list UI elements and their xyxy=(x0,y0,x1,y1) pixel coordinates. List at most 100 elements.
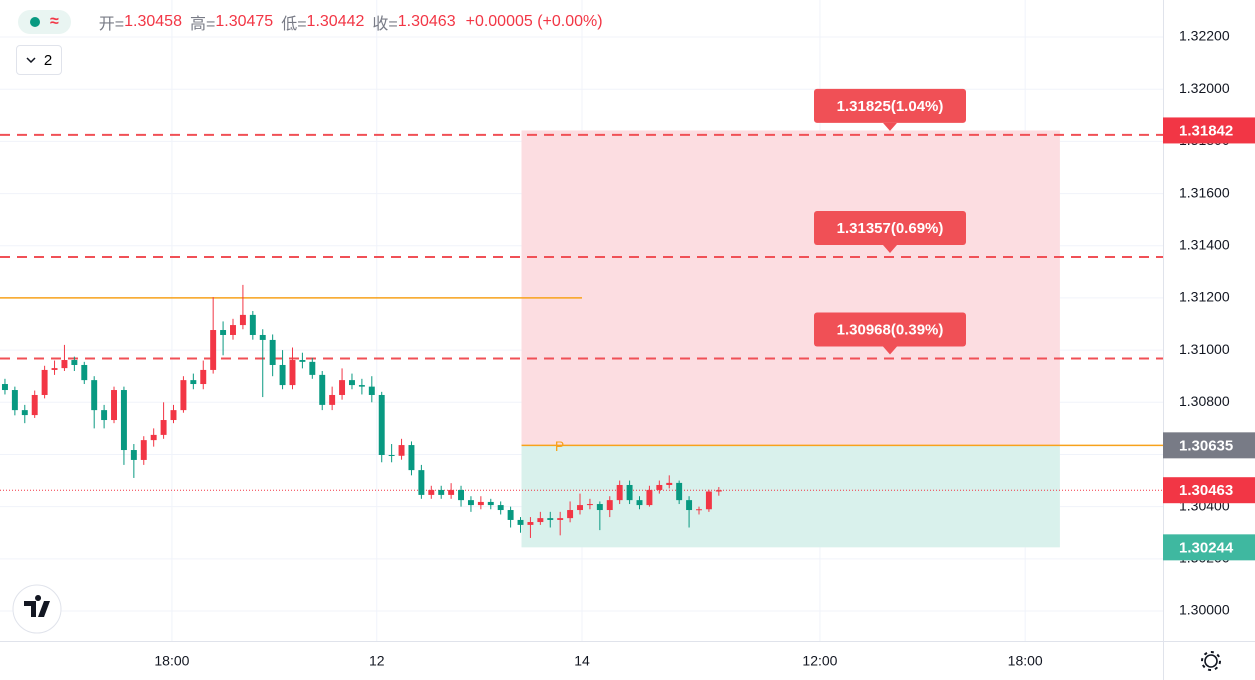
candle-body xyxy=(130,450,137,460)
candle-body xyxy=(279,364,286,386)
candle-body xyxy=(547,518,554,520)
candle-body xyxy=(497,505,504,511)
candle-body xyxy=(71,360,78,365)
candle-body xyxy=(666,482,673,485)
candle-body xyxy=(41,369,48,395)
candle-body xyxy=(378,394,385,455)
target-pointer xyxy=(883,244,897,253)
candle-body xyxy=(180,380,187,411)
indicator-count: 2 xyxy=(43,51,53,69)
candle-body xyxy=(467,500,474,506)
candle-body xyxy=(696,509,702,511)
candle-body xyxy=(51,368,58,370)
logo-mark xyxy=(24,595,50,617)
price-badge-label: 1.30463 xyxy=(1179,482,1233,499)
target-label: 1.31825(1.04%) xyxy=(837,98,944,115)
candle-body xyxy=(705,491,712,510)
low-value: 1.30442 xyxy=(306,13,365,30)
x-tick-label: 18:00 xyxy=(1008,653,1043,669)
low-label: 低= xyxy=(281,16,307,33)
x-tick-label: 18:00 xyxy=(154,653,189,669)
candle-body xyxy=(140,440,147,460)
candle-body xyxy=(527,522,534,525)
target-pointer xyxy=(883,122,897,131)
candle-body xyxy=(458,489,465,501)
open-value: 1.30458 xyxy=(124,13,182,30)
price-badge xyxy=(1163,432,1255,459)
candle-body xyxy=(120,390,127,451)
y-tick-label: 1.30000 xyxy=(1179,602,1230,618)
candle-body xyxy=(21,410,28,416)
candle-body xyxy=(418,470,425,495)
candle-body xyxy=(220,330,227,335)
open-label: 开= xyxy=(98,16,125,33)
candle-body xyxy=(586,504,593,506)
candle-body xyxy=(269,339,276,365)
close-value: 1.30463 xyxy=(397,13,456,30)
candle-body xyxy=(596,504,603,511)
candle-body xyxy=(567,510,574,519)
y-tick-label: 1.31200 xyxy=(1179,289,1230,305)
gear-ring xyxy=(1204,654,1218,668)
candle-body xyxy=(200,369,207,385)
price-badge xyxy=(1163,477,1255,504)
candle-body xyxy=(170,410,177,421)
y-tick-label: 1.32200 xyxy=(1179,28,1230,44)
x-tick-label: 12:00 xyxy=(802,653,837,669)
symbol-toggle[interactable]: ≈ xyxy=(18,10,71,34)
candle-body xyxy=(487,501,494,506)
candle-body xyxy=(339,380,346,395)
price-badge-label: 1.30244 xyxy=(1179,539,1234,556)
target-label: 1.31357(0.69%) xyxy=(837,220,944,237)
change: +0.00005 (+0.00%) xyxy=(465,13,603,30)
candle-body xyxy=(11,390,18,411)
candle-body xyxy=(368,386,375,395)
candle-body xyxy=(507,510,514,520)
candle-body xyxy=(398,445,405,456)
price-axis xyxy=(1163,0,1255,680)
target-box xyxy=(814,88,966,123)
candle-body xyxy=(656,484,663,490)
candle-body xyxy=(111,390,117,421)
candle-body xyxy=(517,519,524,525)
candle-body xyxy=(715,490,722,492)
candle-body xyxy=(646,489,653,506)
legend-bar: ≈ 开= 1.30458 高= 1.30475 低= 1.30442 收= 1.3046… xyxy=(18,10,603,34)
candle-body xyxy=(249,314,256,335)
y-tick-label: 1.31600 xyxy=(1179,184,1230,200)
candle-body xyxy=(190,380,197,385)
candle-body xyxy=(537,518,544,523)
candle-body xyxy=(230,325,236,335)
candle-body xyxy=(299,360,306,362)
y-tick-label: 1.30800 xyxy=(1179,393,1230,409)
candle-body xyxy=(239,314,246,326)
gear-teeth xyxy=(1201,651,1221,671)
candle-body xyxy=(428,489,435,495)
candle-body xyxy=(606,500,613,511)
candle-body xyxy=(438,489,445,495)
candle-body xyxy=(358,385,365,387)
candle-body xyxy=(636,500,643,506)
chevron xyxy=(26,57,36,63)
candle-body xyxy=(616,484,623,501)
time-axis xyxy=(0,641,1255,680)
candle-body xyxy=(31,394,38,416)
candle-body xyxy=(81,364,88,381)
candle-body xyxy=(61,360,68,369)
target-label: 1.30968(0.39%) xyxy=(837,321,944,338)
tv-logo xyxy=(12,584,62,634)
candle-body xyxy=(408,445,415,471)
indicator-toggle[interactable]: 2 xyxy=(16,45,62,75)
candle-body xyxy=(289,360,296,386)
settings-icon[interactable] xyxy=(1201,651,1221,671)
candle-body xyxy=(448,489,455,495)
high-label: 高= xyxy=(189,16,216,33)
candle-body xyxy=(150,434,157,441)
price-badge xyxy=(1163,534,1255,561)
candle-body xyxy=(557,518,564,520)
y-tick-label: 1.32000 xyxy=(1179,80,1230,96)
y-tick-label: 1.31000 xyxy=(1179,341,1230,357)
candle-body xyxy=(477,501,484,506)
